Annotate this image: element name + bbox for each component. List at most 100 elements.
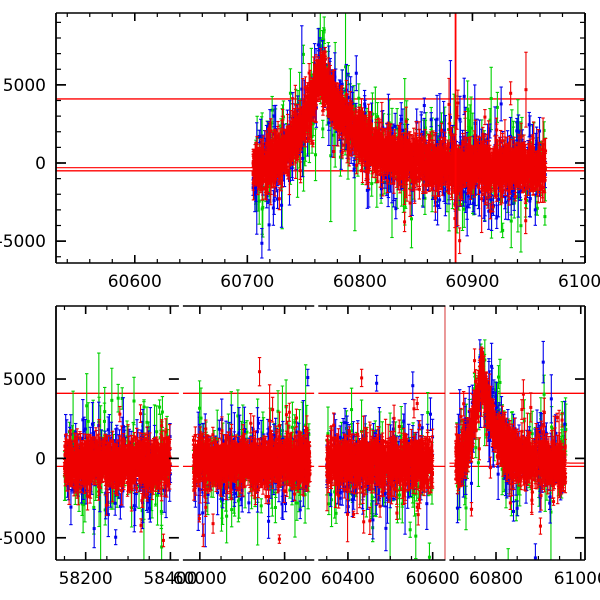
datapoint-blue-marker <box>276 197 280 201</box>
datapoint-green-marker <box>542 128 546 132</box>
datapoint-blue-marker <box>266 191 270 195</box>
datapoint-red-marker <box>403 220 407 224</box>
datapoint-green-marker <box>321 127 325 131</box>
datapoint-red-marker <box>518 179 522 183</box>
datapoint-blue-marker <box>271 206 275 210</box>
datapoint-green-marker <box>261 205 265 209</box>
datapoint-blue-marker <box>267 223 271 227</box>
datapoint-blue-marker <box>399 117 403 121</box>
datapoint-green-marker <box>439 121 443 125</box>
datapoint-blue-marker <box>527 123 531 127</box>
datapoint-blue-marker <box>504 200 508 204</box>
datapoint-green-marker <box>472 191 476 195</box>
datapoint-blue-marker <box>528 199 532 203</box>
datapoint-green-marker <box>376 115 380 119</box>
datapoint-blue-marker <box>512 189 516 193</box>
datapoint-green-marker <box>462 207 466 211</box>
datapoint-blue-marker <box>506 198 510 202</box>
datapoint-blue-marker <box>379 187 383 191</box>
datapoint-blue-marker <box>401 128 405 132</box>
datapoint-blue-marker <box>477 190 481 194</box>
datapoint-green-marker <box>370 112 374 116</box>
datapoint-green-marker <box>423 126 427 130</box>
datapoint-blue-marker <box>535 142 539 146</box>
datapoint-green-marker <box>314 153 318 157</box>
datapoint-blue-marker <box>385 176 389 180</box>
datapoint-blue-marker <box>435 117 439 121</box>
datapoint-green-marker <box>302 161 306 165</box>
datapoint-green-marker <box>310 135 314 139</box>
datapoint-blue-marker <box>487 209 491 213</box>
datapoint-green-marker <box>469 126 473 130</box>
datapoint-green-marker <box>543 215 547 219</box>
datapoint-green-marker <box>452 124 456 128</box>
datapoint-blue-marker <box>448 115 452 119</box>
datapoint-blue-marker <box>340 82 344 86</box>
datapoint-red-marker <box>412 137 416 141</box>
datapoint-blue-marker <box>352 162 356 166</box>
datapoint-green-marker <box>443 118 447 122</box>
datapoint-green-marker <box>466 107 470 111</box>
datapoint-blue-marker <box>272 199 276 203</box>
datapoint-green-marker <box>495 105 499 109</box>
datapoint-blue-marker <box>486 137 490 141</box>
datapoint-blue-marker <box>346 95 350 99</box>
datapoint-blue-marker <box>302 100 306 104</box>
datapoint-red-marker <box>544 149 548 153</box>
datapoint-blue-marker <box>533 208 537 212</box>
datapoint-green-marker <box>509 219 513 223</box>
datapoint-green-marker <box>539 319 542 322</box>
datapoint-green-marker <box>344 65 348 69</box>
datapoint-green-marker <box>311 122 315 126</box>
datapoint-blue-marker <box>458 143 462 147</box>
datapoint-blue-marker <box>351 142 355 146</box>
datapoint-blue-marker <box>422 104 426 108</box>
datapoint-green-marker <box>288 91 292 95</box>
datapoint-blue-marker <box>436 204 440 208</box>
datapoint-blue-marker <box>316 43 320 47</box>
datapoint-blue-marker <box>280 203 284 207</box>
datapoint-blue-marker <box>300 87 304 91</box>
datapoint-red-marker <box>348 150 352 154</box>
datapoint-green-marker <box>301 52 305 56</box>
datapoint-blue-marker <box>506 187 510 191</box>
top-panel-data <box>56 13 585 322</box>
datapoint-green-marker <box>332 133 336 137</box>
datapoint-blue-marker <box>509 197 513 201</box>
datapoint-red-marker <box>348 102 352 106</box>
datapoint-green-marker <box>535 206 539 210</box>
datapoint-green-marker <box>489 96 493 100</box>
datapoint-green-marker <box>257 199 261 203</box>
datapoint-green-marker <box>488 118 492 122</box>
datapoint-green-marker <box>352 108 356 112</box>
datapoint-green-marker <box>260 207 264 211</box>
datapoint-green-marker <box>370 182 374 186</box>
datapoint-blue-marker <box>503 195 507 199</box>
datapoint-green-marker <box>468 130 472 134</box>
datapoint-green-marker <box>329 154 333 158</box>
datapoint-green-marker <box>270 108 274 112</box>
datapoint-green-marker <box>322 28 326 32</box>
datapoint-blue-marker <box>482 198 486 202</box>
datapoint-green-marker <box>309 73 313 77</box>
datapoint-green-marker <box>357 96 361 100</box>
datapoint-blue-marker <box>488 129 492 133</box>
datapoint-blue-marker <box>462 94 466 98</box>
datapoint-blue-marker <box>528 134 532 138</box>
datapoint-blue-marker <box>528 197 532 201</box>
datapoint-blue-marker <box>483 195 487 199</box>
datapoint-blue-marker <box>363 112 367 116</box>
datapoint-blue-marker <box>394 207 398 211</box>
datapoint-red-marker <box>524 88 528 92</box>
datapoint-green-marker <box>499 199 503 203</box>
datapoint-blue-marker <box>301 156 305 160</box>
datapoint-blue-marker <box>393 124 397 128</box>
datapoint-blue-marker <box>496 197 500 201</box>
datapoint-blue-marker <box>354 71 358 75</box>
datapoint-green-marker <box>346 153 350 157</box>
datapoint-green-marker <box>281 115 285 119</box>
datapoint-blue-marker <box>461 190 465 194</box>
datapoint-blue-marker <box>438 198 442 202</box>
datapoint-green-marker <box>534 194 538 198</box>
datapoint-blue-marker <box>333 75 337 79</box>
